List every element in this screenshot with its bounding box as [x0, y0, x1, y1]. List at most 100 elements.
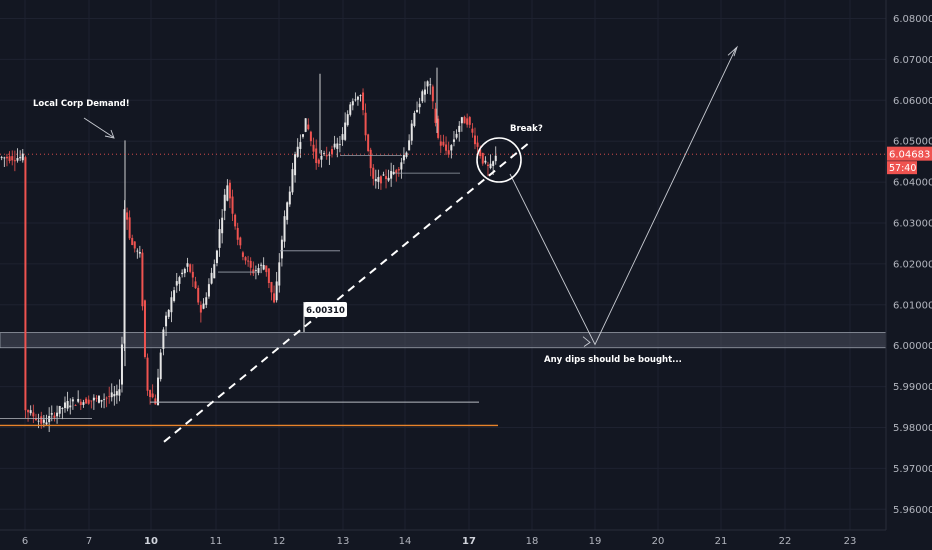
candle-body [356, 96, 359, 100]
candle [336, 137, 339, 158]
candle-body [429, 84, 432, 86]
candle-body [108, 396, 111, 397]
candle [167, 309, 170, 320]
arrowhead-icon [104, 129, 115, 139]
candle [489, 154, 492, 170]
candle [315, 139, 318, 170]
candle [27, 409, 30, 422]
candle-body [194, 281, 197, 289]
candle [434, 102, 437, 127]
candle-body [325, 154, 328, 157]
candle [92, 394, 95, 410]
date-tick-label: 21 [715, 536, 728, 547]
candle [24, 155, 27, 419]
candle [309, 130, 312, 147]
candle-body [45, 422, 48, 425]
candle [32, 404, 35, 424]
candle [215, 249, 218, 267]
candle [58, 405, 61, 418]
candle-body [40, 416, 43, 424]
candle-body [270, 282, 273, 293]
price-tick-label: 6.08000 [893, 14, 932, 25]
candle-body [328, 154, 331, 156]
candle-body [390, 171, 393, 179]
candle [202, 298, 205, 310]
candle-body [405, 152, 408, 157]
candle [131, 234, 134, 246]
candle-body [165, 315, 168, 327]
current-price-badge [887, 146, 932, 161]
candle [473, 127, 476, 150]
candle-body [439, 141, 442, 146]
countdown-value: 57:40 [889, 163, 916, 174]
candle-body [434, 108, 437, 123]
candle-body [280, 239, 283, 259]
candle-body [283, 216, 286, 242]
candle [374, 169, 377, 189]
candle-body [455, 133, 458, 138]
candle [90, 400, 93, 409]
candle-body [234, 214, 237, 227]
candle-body [218, 229, 221, 248]
candle-body [138, 252, 141, 254]
candle-body [24, 157, 27, 411]
candle-body [231, 196, 234, 214]
candle-body [437, 118, 440, 138]
candle [351, 98, 354, 111]
candle-body [369, 149, 372, 169]
candle [218, 219, 221, 257]
candle-body [445, 144, 448, 151]
candle [423, 81, 426, 103]
candle-body [320, 155, 323, 160]
candle [323, 150, 326, 156]
candle-body [273, 293, 276, 303]
candle [74, 404, 77, 407]
candle [186, 257, 189, 273]
candle [85, 396, 88, 404]
candle [437, 115, 440, 140]
candle [151, 384, 154, 399]
candle [286, 201, 289, 225]
candle [408, 134, 411, 151]
candle-body [301, 134, 304, 137]
candle [273, 285, 276, 304]
candle [463, 115, 466, 124]
candle-body [110, 392, 113, 398]
arrowhead-down-icon [582, 336, 591, 347]
candle [333, 135, 336, 150]
candle [210, 267, 213, 285]
candle-body [382, 174, 385, 176]
candle-body [189, 264, 192, 272]
candle-body [344, 122, 347, 140]
candle-body [120, 344, 123, 385]
candle-body [32, 412, 35, 417]
candle-body [126, 212, 129, 220]
candle-body [473, 135, 476, 145]
candle-body [82, 402, 85, 405]
candle [173, 286, 176, 303]
candle [460, 116, 463, 132]
candle-body [278, 262, 281, 286]
candle-body [492, 161, 495, 166]
candle [405, 151, 408, 159]
candle-body [228, 182, 231, 199]
candles [0, 67, 497, 433]
candle [183, 267, 186, 278]
candle-body [466, 118, 469, 125]
candle [87, 395, 90, 405]
candle [236, 222, 239, 246]
price-tick-label: 6.07000 [893, 55, 932, 66]
candle-body [100, 400, 103, 402]
candle [154, 394, 157, 405]
candle-body [58, 405, 61, 414]
candle-body [48, 415, 51, 423]
candle [379, 175, 382, 190]
candle-body [191, 271, 194, 278]
date-tick-label: 13 [337, 536, 350, 547]
candle-body [426, 81, 429, 87]
candle [29, 405, 32, 416]
candle [48, 407, 51, 433]
candle-body [162, 329, 165, 349]
date-tick-label: 17 [462, 536, 476, 547]
